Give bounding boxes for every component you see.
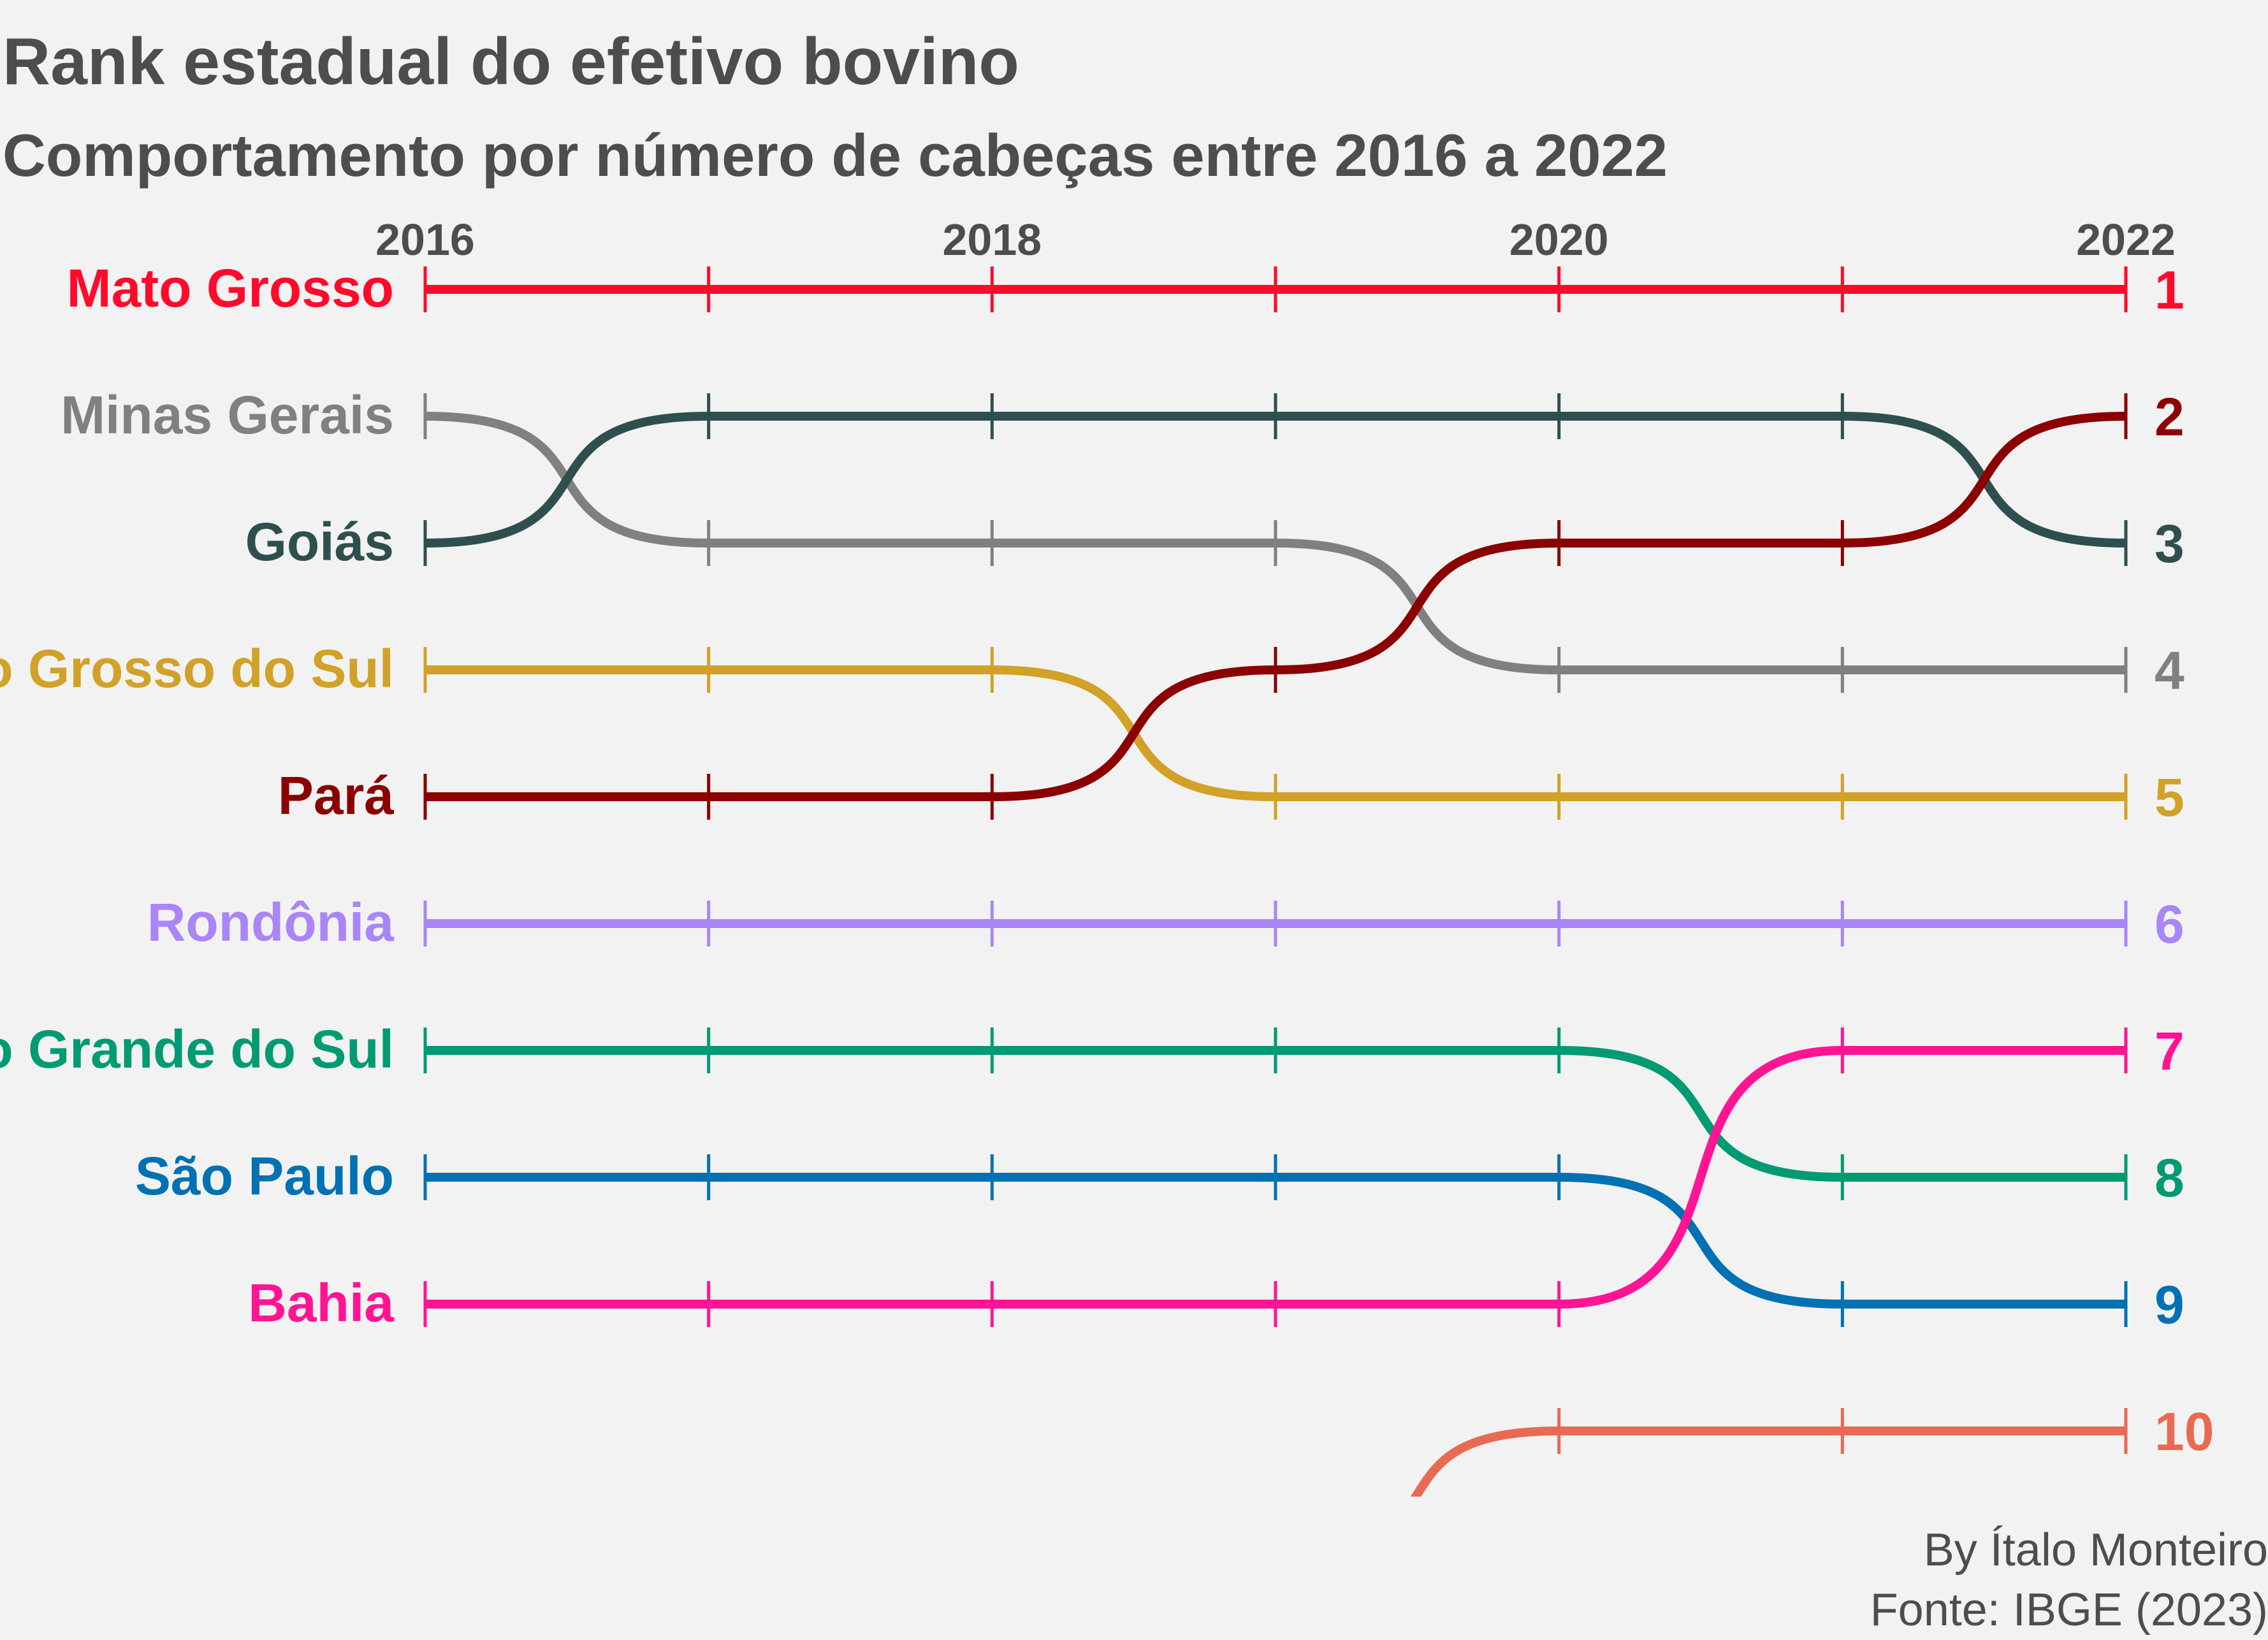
rank-label-para: 2 [2155, 387, 2184, 447]
rank-label-rondonia: 6 [2155, 894, 2184, 954]
series-ticks [423, 266, 2128, 1454]
chart-title: Rank estadual do efetivo bovino [3, 25, 1019, 99]
x-tick-label: 2018 [942, 215, 1042, 265]
series-label-para: Pará [278, 766, 394, 825]
left-series-labels: Mato Grosso Minas Gerais Goiás Mato Grosso … [0, 258, 395, 1333]
x-tick-label: 2022 [2076, 215, 2176, 265]
series-label-bahia: Bahia [248, 1273, 395, 1333]
series-label-mato-grosso-do-sul: Mato Grosso do Sul [0, 639, 394, 699]
series-line-sao-paulo [425, 1173, 2126, 1309]
chart-subtitle: Comportamento por número de cabeças entr… [3, 122, 1668, 189]
caption-source: Fonte: IBGE (2023) [1870, 1585, 2268, 1636]
x-tick-label: 2020 [1509, 215, 1609, 265]
rank-label-goias: 3 [2155, 514, 2184, 574]
series-label-minas-gerais: Minas Gerais [61, 385, 394, 445]
right-rank-labels: 1 4 3 5 2 6 8 9 7 10 [2155, 260, 2214, 1462]
x-tick-label: 2016 [375, 215, 475, 265]
rank-label-minas-gerais: 4 [2155, 641, 2184, 700]
series-line-para [425, 412, 2126, 801]
series-label-sao-paulo: São Paulo [135, 1146, 394, 1206]
rank-label-mato-grosso-do-sul: 5 [2155, 767, 2184, 827]
rank-label-bahia: 7 [2155, 1021, 2184, 1081]
series-label-mato-grosso: Mato Grosso [67, 258, 394, 318]
series-label-rondonia: Rondônia [147, 892, 395, 952]
rank-label-sao-paulo: 9 [2155, 1275, 2184, 1335]
series-line-series-10 [1410, 1426, 2126, 1497]
rank-label-series-10: 10 [2155, 1402, 2214, 1462]
series-line-rio-grande-do-sul [425, 1046, 2126, 1182]
rank-label-rio-grande-do-sul: 8 [2155, 1148, 2184, 1208]
x-axis: 2016 2018 2020 2022 [375, 215, 2176, 265]
series-line-bahia [425, 1046, 2126, 1309]
caption-author: By Ítalo Monteiro [1923, 1525, 2268, 1576]
series-label-rio-grande-do-sul: Rio Grande do Sul [0, 1019, 394, 1079]
caption: By Ítalo Monteiro Fonte: IBGE (2023) [1870, 1520, 2268, 1640]
series-label-goias: Goiás [245, 512, 394, 572]
rank-label-mato-grosso: 1 [2155, 260, 2184, 320]
